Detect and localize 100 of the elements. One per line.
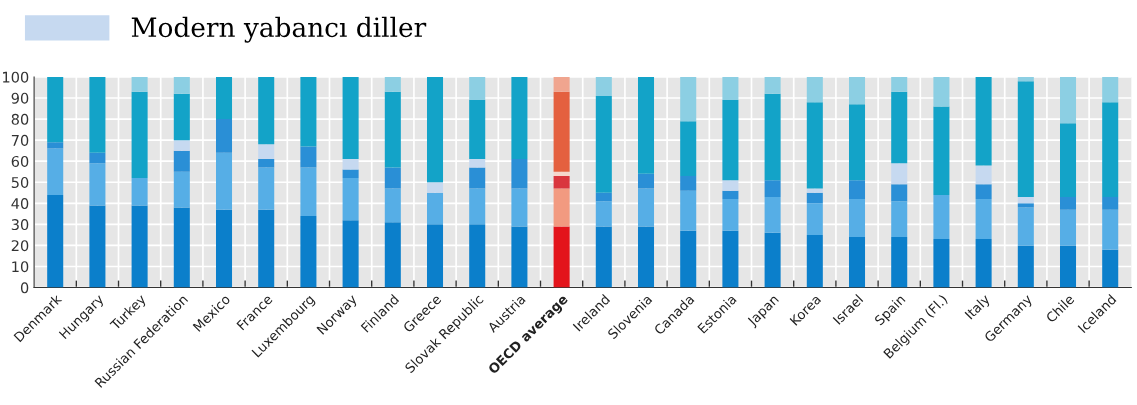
bar [553,175,570,189]
bar [595,95,612,193]
y-tick-label: 0 [20,282,29,294]
bar [469,159,486,168]
bar [426,224,444,288]
y-tick-label: 70 [11,134,29,146]
bar [173,93,190,141]
bar [764,76,781,94]
bar [553,76,570,92]
y-tick-label: 50 [11,176,29,188]
bar [258,144,275,160]
bar [891,237,908,288]
bar [258,209,275,288]
bar [1060,76,1077,124]
bar [173,207,190,288]
bar [680,190,697,231]
bar [47,194,64,288]
bar [131,178,148,206]
bar [722,180,739,191]
bar [764,180,781,197]
bar [975,165,992,185]
bar [849,180,866,200]
bar [426,182,444,193]
bar [595,201,612,227]
bar [595,226,612,288]
bar [342,220,359,288]
bar [173,171,190,208]
bar [258,159,275,168]
bar [553,188,570,227]
bar [258,76,275,145]
bar [342,76,359,160]
bar [764,196,781,233]
bar [300,146,317,168]
bar [595,76,612,96]
bar [469,167,486,189]
bar [764,93,781,181]
bar [469,100,486,160]
bar [469,188,486,225]
bar [722,100,739,181]
bar [933,76,950,107]
bar [975,184,992,200]
bar [891,184,908,202]
bar [637,173,655,189]
bar [553,171,570,176]
bar [384,188,401,223]
bar [342,178,359,221]
bar [258,167,275,210]
bar [469,76,486,101]
bar [300,215,317,288]
y-tick-label: 80 [11,113,29,125]
bar [511,188,528,227]
bar [806,76,823,103]
bar [637,188,655,227]
bar [131,205,148,288]
bar [131,76,148,92]
bar [975,199,992,240]
bar [933,239,950,288]
bar [511,159,528,189]
bar [933,194,950,240]
y-tick-label: 30 [11,219,29,231]
y-tick-label: 20 [11,240,29,252]
bar [680,121,697,176]
bar [1017,207,1034,246]
bar [384,167,401,189]
bar [849,76,866,105]
bar [680,175,697,191]
bar [553,226,570,288]
bar [975,239,992,288]
bar [384,76,401,92]
bar [722,230,739,288]
bar [722,190,739,200]
y-tick-label: 100 [3,71,29,83]
bar [806,188,823,193]
bar [680,76,697,122]
bar [806,192,823,204]
bar [891,76,908,92]
bar [173,150,190,172]
bar [426,192,444,225]
bar [300,76,317,147]
bar [1060,209,1077,246]
bar [215,209,233,288]
bar [173,76,190,94]
bar [1102,196,1119,210]
bar [511,226,528,288]
bar [637,226,655,288]
bar [89,152,106,164]
bar [1102,76,1119,103]
bar [1017,76,1034,82]
bar [595,192,612,202]
bar [806,234,823,288]
bar [722,76,739,101]
legend-label: Modern yabancı diller [131,16,427,43]
bar [1102,102,1119,197]
bar [1017,245,1034,288]
bar [849,237,866,288]
bar [553,91,570,172]
y-tick-label: 10 [12,261,29,273]
bar [1017,81,1034,197]
bar [806,102,823,189]
bar [47,142,64,149]
